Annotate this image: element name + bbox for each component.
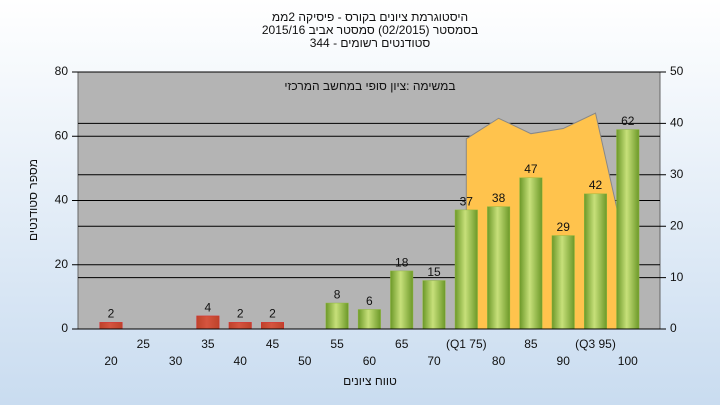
data-label: 2 (237, 307, 244, 321)
x-tick-label: (Q3 95) (575, 337, 616, 351)
y2-tick-label: 40 (670, 116, 684, 130)
x-tick-label: 85 (524, 337, 538, 351)
annotation: במשימה :ציון סופי במחשב המרכזי (284, 79, 455, 93)
bar-shine (100, 322, 122, 329)
data-label: 6 (366, 294, 373, 308)
title-line: סטודנטים רשומים - 344 (310, 36, 431, 50)
data-label: 2 (108, 307, 115, 321)
x-tick-label: 55 (330, 337, 344, 351)
y2-tick-label: 10 (670, 270, 684, 284)
data-label: 37 (460, 194, 474, 208)
data-label: 8 (334, 287, 341, 301)
data-label: 38 (492, 191, 506, 205)
x-tick-label: 40 (234, 354, 248, 368)
x-tick-label: (Q1 75) (446, 337, 487, 351)
x-tick-label: 50 (298, 354, 312, 368)
x-tick-label: 70 (427, 354, 441, 368)
y-tick-label: 80 (55, 64, 69, 78)
data-label: 15 (427, 265, 441, 279)
y-tick-label: 20 (55, 257, 69, 271)
title-line: בסמסטר (02/2015) סמסטר אביב 2015/16 (262, 23, 478, 37)
y-tick-label: 60 (55, 128, 69, 142)
data-label: 47 (524, 162, 538, 176)
x-tick-label: 25 (137, 337, 151, 351)
x-tick-label: 35 (201, 337, 215, 351)
bar-shine (423, 280, 445, 329)
bar-shine (261, 322, 284, 329)
data-label: 18 (395, 255, 409, 269)
bar-shine (326, 303, 349, 329)
y2-tick-label: 30 (670, 167, 684, 181)
bar-shine (519, 178, 542, 329)
x-tick-label: 45 (266, 337, 280, 351)
bar-shine (196, 316, 219, 329)
y2-tick-label: 0 (670, 321, 677, 335)
data-label: 62 (621, 114, 635, 128)
bar-shine (616, 129, 639, 329)
bar-shine (455, 210, 478, 329)
x-axis-label: טווח ציונים (343, 374, 397, 388)
x-tick-label: 60 (363, 354, 377, 368)
data-label: 4 (205, 300, 212, 314)
bar-shine (487, 206, 510, 329)
x-tick-label: 30 (169, 354, 183, 368)
x-tick-label: 20 (104, 354, 118, 368)
data-label: 42 (589, 178, 603, 192)
bar-shine (229, 322, 252, 329)
bar-shine (358, 309, 381, 329)
data-label: 2 (269, 307, 276, 321)
bar-shine (552, 235, 575, 329)
bar-shine (390, 271, 413, 329)
x-tick-label: 65 (395, 337, 409, 351)
title-line: היסטוגרמת ציונים בקורס - פיסיקה 2ממ (272, 10, 468, 24)
y2-tick-label: 50 (670, 64, 684, 78)
y-tick-label: 0 (61, 321, 68, 335)
y-tick-label: 40 (55, 193, 69, 207)
x-tick-label: 80 (492, 354, 506, 368)
bar-shine (584, 194, 607, 329)
x-tick-label: 100 (618, 354, 638, 368)
y-axis-label: מספר סטודנטים (26, 159, 40, 241)
y2-tick-label: 20 (670, 218, 684, 232)
data-label: 29 (557, 220, 571, 234)
x-tick-label: 90 (557, 354, 571, 368)
